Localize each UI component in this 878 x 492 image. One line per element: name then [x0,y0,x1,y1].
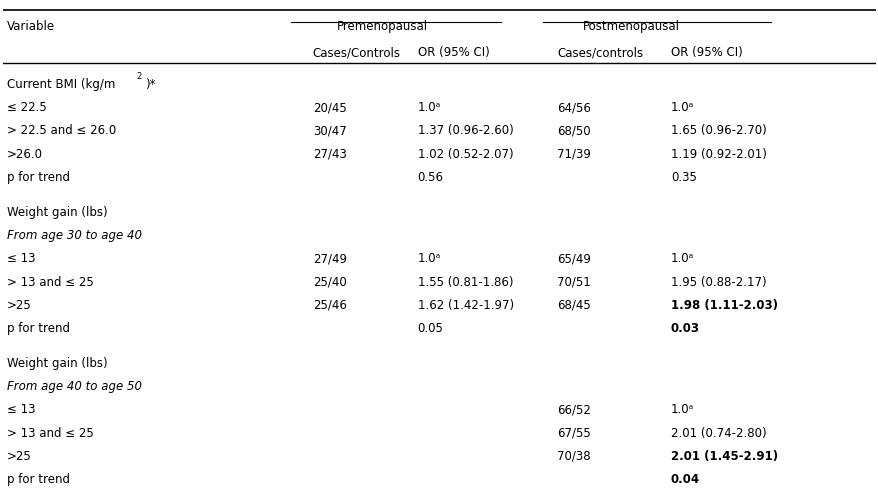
Text: OR (95% CI): OR (95% CI) [670,46,742,60]
Text: 1.98 (1.11-2.03): 1.98 (1.11-2.03) [670,299,777,312]
Text: Premenopausal: Premenopausal [337,20,428,33]
Text: )*: )* [145,78,155,91]
Text: p for trend: p for trend [7,171,70,184]
Text: Weight gain (lbs): Weight gain (lbs) [7,357,108,370]
Text: 27/43: 27/43 [313,148,346,160]
Text: 70/38: 70/38 [557,450,590,463]
Text: ≤ 22.5: ≤ 22.5 [7,101,47,114]
Text: 65/49: 65/49 [557,252,591,265]
Text: 0.56: 0.56 [417,171,443,184]
Text: 70/51: 70/51 [557,276,591,288]
Text: From age 30 to age 40: From age 30 to age 40 [7,229,142,242]
Text: 1.0ᵃ: 1.0ᵃ [417,252,441,265]
Text: 68/45: 68/45 [557,299,591,312]
Text: 67/55: 67/55 [557,427,591,440]
Text: OR (95% CI): OR (95% CI) [417,46,489,60]
Text: 1.0ᵃ: 1.0ᵃ [670,252,694,265]
Text: Cases/controls: Cases/controls [557,46,643,60]
Text: 1.0ᵃ: 1.0ᵃ [417,101,441,114]
Text: 1.37 (0.96-2.60): 1.37 (0.96-2.60) [417,124,513,137]
Text: 0.35: 0.35 [670,171,696,184]
Text: 1.19 (0.92-2.01): 1.19 (0.92-2.01) [670,148,766,160]
Text: 0.04: 0.04 [670,473,699,486]
Text: 1.0ᵃ: 1.0ᵃ [670,101,694,114]
Text: Postmenopausal: Postmenopausal [582,20,680,33]
Text: Cases/Controls: Cases/Controls [313,46,400,60]
Text: > 22.5 and ≤ 26.0: > 22.5 and ≤ 26.0 [7,124,116,137]
Text: ≤ 13: ≤ 13 [7,252,36,265]
Text: >25: >25 [7,450,32,463]
Text: p for trend: p for trend [7,322,70,335]
Text: >26.0: >26.0 [7,148,43,160]
Text: 0.05: 0.05 [417,322,443,335]
Text: 1.62 (1.42-1.97): 1.62 (1.42-1.97) [417,299,514,312]
Text: 1.95 (0.88-2.17): 1.95 (0.88-2.17) [670,276,766,288]
Text: 1.02 (0.52-2.07): 1.02 (0.52-2.07) [417,148,513,160]
Text: 0.03: 0.03 [670,322,699,335]
Text: 25/40: 25/40 [313,276,346,288]
Text: ≤ 13: ≤ 13 [7,403,36,416]
Text: > 13 and ≤ 25: > 13 and ≤ 25 [7,427,94,440]
Text: From age 40 to age 50: From age 40 to age 50 [7,380,142,393]
Text: 20/45: 20/45 [313,101,346,114]
Text: 27/49: 27/49 [313,252,347,265]
Text: 1.55 (0.81-1.86): 1.55 (0.81-1.86) [417,276,513,288]
Text: 68/50: 68/50 [557,124,590,137]
Text: 1.65 (0.96-2.70): 1.65 (0.96-2.70) [670,124,766,137]
Text: 1.0ᵃ: 1.0ᵃ [670,403,694,416]
Text: 30/47: 30/47 [313,124,346,137]
Text: > 13 and ≤ 25: > 13 and ≤ 25 [7,276,94,288]
Text: Variable: Variable [7,20,55,33]
Text: Weight gain (lbs): Weight gain (lbs) [7,206,108,219]
Text: 2: 2 [136,72,141,81]
Text: 66/52: 66/52 [557,403,591,416]
Text: >25: >25 [7,299,32,312]
Text: 64/56: 64/56 [557,101,591,114]
Text: 71/39: 71/39 [557,148,591,160]
Text: 25/46: 25/46 [313,299,346,312]
Text: 2.01 (1.45-2.91): 2.01 (1.45-2.91) [670,450,777,463]
Text: Current BMI (kg/m: Current BMI (kg/m [7,78,115,91]
Text: p for trend: p for trend [7,473,70,486]
Text: 2.01 (0.74-2.80): 2.01 (0.74-2.80) [670,427,766,440]
